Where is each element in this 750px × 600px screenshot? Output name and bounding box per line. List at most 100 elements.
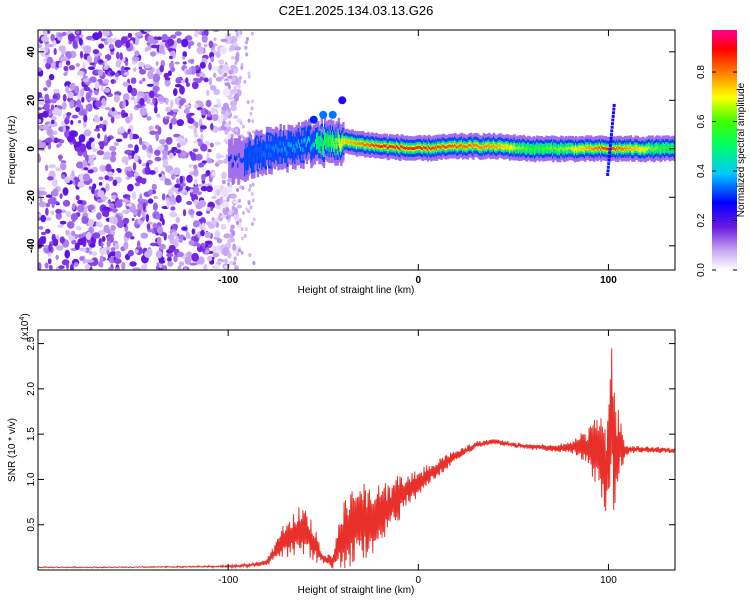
spectrogram-cell	[113, 141, 119, 147]
spectrogram-cell	[205, 99, 212, 108]
spectrogram-cell	[115, 60, 122, 68]
spectrogram-cell	[60, 162, 67, 171]
spectrogram-cell	[227, 182, 230, 186]
spectrogram-cell	[355, 143, 359, 147]
spectrogram-cell	[127, 84, 133, 94]
spectrogram-cell	[205, 249, 210, 254]
y-tick-label: 1.0	[26, 472, 37, 486]
x-tick-label: 100	[600, 275, 617, 286]
spectrogram-cell	[79, 143, 87, 153]
spectrogram-cell	[75, 63, 81, 67]
spectrogram-cell	[76, 98, 81, 108]
spectrogram-cell	[87, 169, 94, 174]
spectrogram-cell	[65, 85, 69, 93]
spectrogram-cell	[133, 98, 138, 106]
spectrogram-cell	[140, 217, 145, 222]
spectrogram-cell	[229, 228, 234, 233]
spectrogram-cell	[112, 179, 118, 186]
spectrogram-cell	[155, 250, 163, 259]
spectrogram-cell	[210, 123, 214, 131]
spectrogram-cell	[103, 78, 109, 84]
spectrogram-cell	[58, 45, 67, 52]
x-tick-label: -100	[218, 575, 238, 586]
spectrogram-cell	[83, 167, 89, 171]
y-tick-label: 0.5	[26, 517, 37, 531]
spectrogram-cell	[177, 265, 182, 270]
spectrogram-cell	[213, 37, 217, 42]
spectrogram-cell	[57, 108, 62, 117]
spectrogram-cell	[122, 112, 129, 118]
spectrogram-cell	[165, 136, 173, 145]
spectrogram-cell	[221, 179, 226, 185]
spectrogram-cell	[247, 74, 251, 79]
spectrogram-cell	[233, 93, 239, 102]
spectrogram-cell	[72, 40, 78, 49]
y-tick-label: -20	[26, 190, 37, 205]
spectrogram-cell	[230, 154, 233, 160]
spectrogram-cell	[51, 116, 57, 121]
spectrogram-cell	[203, 264, 208, 270]
spectrogram-cell	[92, 49, 100, 55]
spectrogram-y-ticks: -40 -20 0 20 40	[26, 46, 675, 253]
spectrogram-cell	[104, 134, 108, 143]
spectrogram-cell	[178, 105, 182, 109]
spectrogram-cell	[149, 130, 157, 136]
spectrogram-cell	[117, 168, 122, 173]
spectrogram-cell	[58, 62, 63, 68]
spectrogram-cell	[214, 141, 222, 146]
spectrogram-cell	[184, 256, 192, 265]
spectrogram-cell	[239, 30, 243, 35]
spectrogram-cell	[98, 176, 104, 180]
spectrogram-cell	[191, 252, 200, 262]
spectrogram-cell	[208, 77, 213, 86]
spectrogram-cell	[189, 58, 195, 64]
spectrogram-cell	[163, 265, 168, 270]
spectrogram-cell	[195, 30, 199, 36]
spectrogram-cell	[328, 110, 337, 119]
spectrogram-cell	[247, 118, 251, 123]
spectrogram-cell	[190, 152, 197, 161]
spectrogram-cell	[198, 199, 207, 208]
spectrogram-cell	[103, 87, 111, 93]
spectrogram-cell	[198, 218, 205, 223]
spectrogram-cell	[53, 137, 59, 144]
spectrogram-cell	[303, 138, 306, 144]
spectrogram-panel: -100 0 100 -40 -20 0 20 40 Height of straight …	[7, 29, 676, 296]
spectrogram-cell	[155, 132, 159, 142]
spectrogram-cell	[105, 183, 110, 192]
spectrogram-cell	[176, 251, 184, 257]
spectrogram-cell	[224, 207, 230, 213]
spectrogram-cell	[221, 74, 225, 80]
spectrogram-cell	[252, 261, 256, 265]
spectrogram-cell	[319, 110, 328, 119]
spectrogram-cell	[606, 173, 610, 177]
spectrogram-cell	[109, 155, 117, 163]
spectrogram-cell	[91, 257, 99, 266]
spectrogram-cell	[118, 199, 123, 203]
spectrogram-cell	[168, 244, 176, 252]
spectrogram-cell	[135, 104, 143, 109]
colorbar-tick-label: 0.8	[696, 65, 707, 79]
spectrogram-cell	[152, 223, 158, 229]
spectrogram-cell	[215, 221, 220, 228]
spectrogram-cell	[473, 143, 476, 147]
spectrogram-cell	[163, 144, 169, 152]
spectrogram-cell	[40, 214, 47, 223]
spectrogram-cell	[610, 129, 614, 133]
spectrogram-cell	[223, 233, 231, 239]
spectrogram-cell	[179, 140, 187, 146]
spectrogram-frame	[37, 29, 676, 271]
spectrogram-cell	[108, 43, 115, 50]
spectrogram-cell	[157, 95, 165, 102]
spectrogram-cell	[240, 250, 244, 255]
spectrogram-cell	[111, 107, 115, 112]
spectrogram-cell	[231, 76, 236, 82]
spectrogram-cell	[187, 117, 195, 124]
spectrogram-cell	[110, 225, 117, 231]
spectrogram-cell	[148, 90, 155, 99]
spectrogram-cell	[201, 173, 206, 182]
spectrogram-cell	[133, 135, 140, 139]
spectrogram-cell	[223, 158, 229, 164]
spectrogram-cell	[206, 206, 211, 211]
spectrogram-cell	[180, 150, 187, 159]
